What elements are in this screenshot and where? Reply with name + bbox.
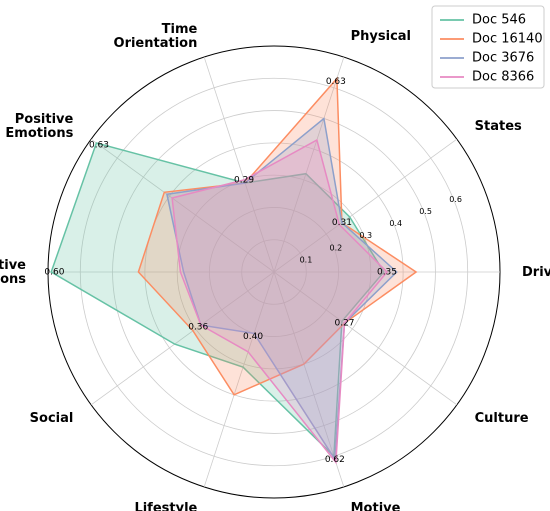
legend-entry: Doc 3676 [472,51,534,66]
ring-tick-label: 0.1 [300,255,313,264]
series-polygon-0 [50,142,385,458]
legend-box [431,5,545,89]
axis-label: States [475,119,522,134]
value-label: 0.62 [325,455,345,465]
axis-label: Motive [351,501,401,511]
axis-label: Time Orientation [114,22,198,51]
radar-series [50,76,418,465]
value-label: 0.31 [332,218,352,228]
value-label: 0.29 [234,175,254,185]
value-label: 0.63 [326,77,346,87]
legend-entry: Doc 16140 [472,32,543,47]
axis-label: NegativeEmotions [0,258,26,287]
axis-label: Positive Emotions [5,112,73,141]
spoke-1 [273,138,458,273]
axis-label: Culture [475,411,529,426]
spoke-3 [203,56,275,273]
ring-tick-label: 0.3 [359,231,372,240]
value-label: 0.60 [44,268,64,278]
value-label: 0.35 [377,268,397,278]
value-label: 0.40 [243,332,263,342]
radar-labels: 0.1 0.2 0.3 0.4 0.5 0.6 Drives States Physical Ti… [0,22,550,511]
axis-label: Lifestyle [134,501,197,511]
ring-tick-label: 0.5 [419,207,432,216]
legend-entry: Doc 8366 [472,70,534,85]
value-label: 0.36 [188,323,208,333]
ring-tick-label: 0.4 [389,219,402,228]
spoke-6 [90,271,275,406]
spoke-2 [273,56,345,273]
value-label: 0.63 [89,140,109,150]
series-polygon-1 [137,76,418,396]
spoke-7 [203,271,275,488]
axis-label: Physical [351,29,411,44]
spoke-8 [273,271,345,488]
chart-legend: Doc 546 Doc 16140 Doc 3676 Doc 8366 [431,5,545,89]
ring-tick-label: 0.6 [449,195,462,204]
series-polygon-3 [171,138,389,465]
value-label: 0.27 [334,319,354,329]
spoke-4 [90,138,275,273]
spoke-9 [273,271,458,406]
series-polygon-2 [165,117,398,462]
ring-tick-label: 0.2 [330,243,343,252]
axis-label: Social [30,411,74,426]
radar-grid [47,45,501,499]
legend-entry: Doc 546 [472,13,526,28]
axis-label: Drives [522,265,550,280]
